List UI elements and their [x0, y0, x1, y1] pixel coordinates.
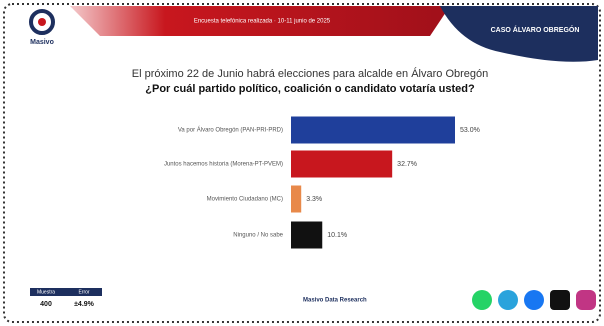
banner [70, 6, 450, 36]
logo [29, 9, 55, 35]
case-label: CASO ÁLVARO OBREGÓN [491, 25, 580, 34]
case-box [440, 6, 598, 62]
x-icon[interactable] [550, 290, 570, 310]
bar [291, 116, 455, 144]
chart-subtitle: ¿Por cuál partido político, coalición o … [145, 83, 475, 95]
footer-header: Error [78, 289, 89, 295]
instagram-icon[interactable] [576, 290, 596, 310]
value-label: 10.1% [327, 232, 347, 239]
footer-header: Muestra [37, 289, 55, 295]
facebook-icon[interactable] [524, 290, 544, 310]
footer-source: Masivo Data Research [303, 298, 367, 304]
value-label: 32.7% [397, 161, 417, 168]
footer-value: ±4.9% [74, 301, 95, 308]
bar [291, 185, 302, 213]
value-label: 3.3% [306, 196, 322, 203]
category-label: Ninguno / No sabe [233, 233, 283, 239]
category-label: Juntos hacemos historia (Morena-PT-PVEM) [164, 162, 283, 168]
whatsapp-icon[interactable] [472, 290, 492, 310]
category-label: Va por Álvaro Obregón (PAN-PRI-PRD) [178, 127, 283, 134]
banner-text: Encuesta telefónica realizada · 10-11 ju… [194, 19, 331, 25]
footer-head [30, 288, 102, 296]
footer-value: 400 [40, 301, 52, 308]
bar [291, 150, 393, 178]
bar [291, 221, 323, 249]
value-label: 53.0% [460, 127, 480, 134]
brand: Masivo [30, 39, 54, 46]
chart-title: El próximo 22 de Junio habrá elecciones … [132, 67, 489, 80]
category-label: Movimiento Ciudadano (MC) [207, 197, 283, 203]
telegram-icon[interactable] [498, 290, 518, 310]
logo-dot [38, 18, 46, 26]
